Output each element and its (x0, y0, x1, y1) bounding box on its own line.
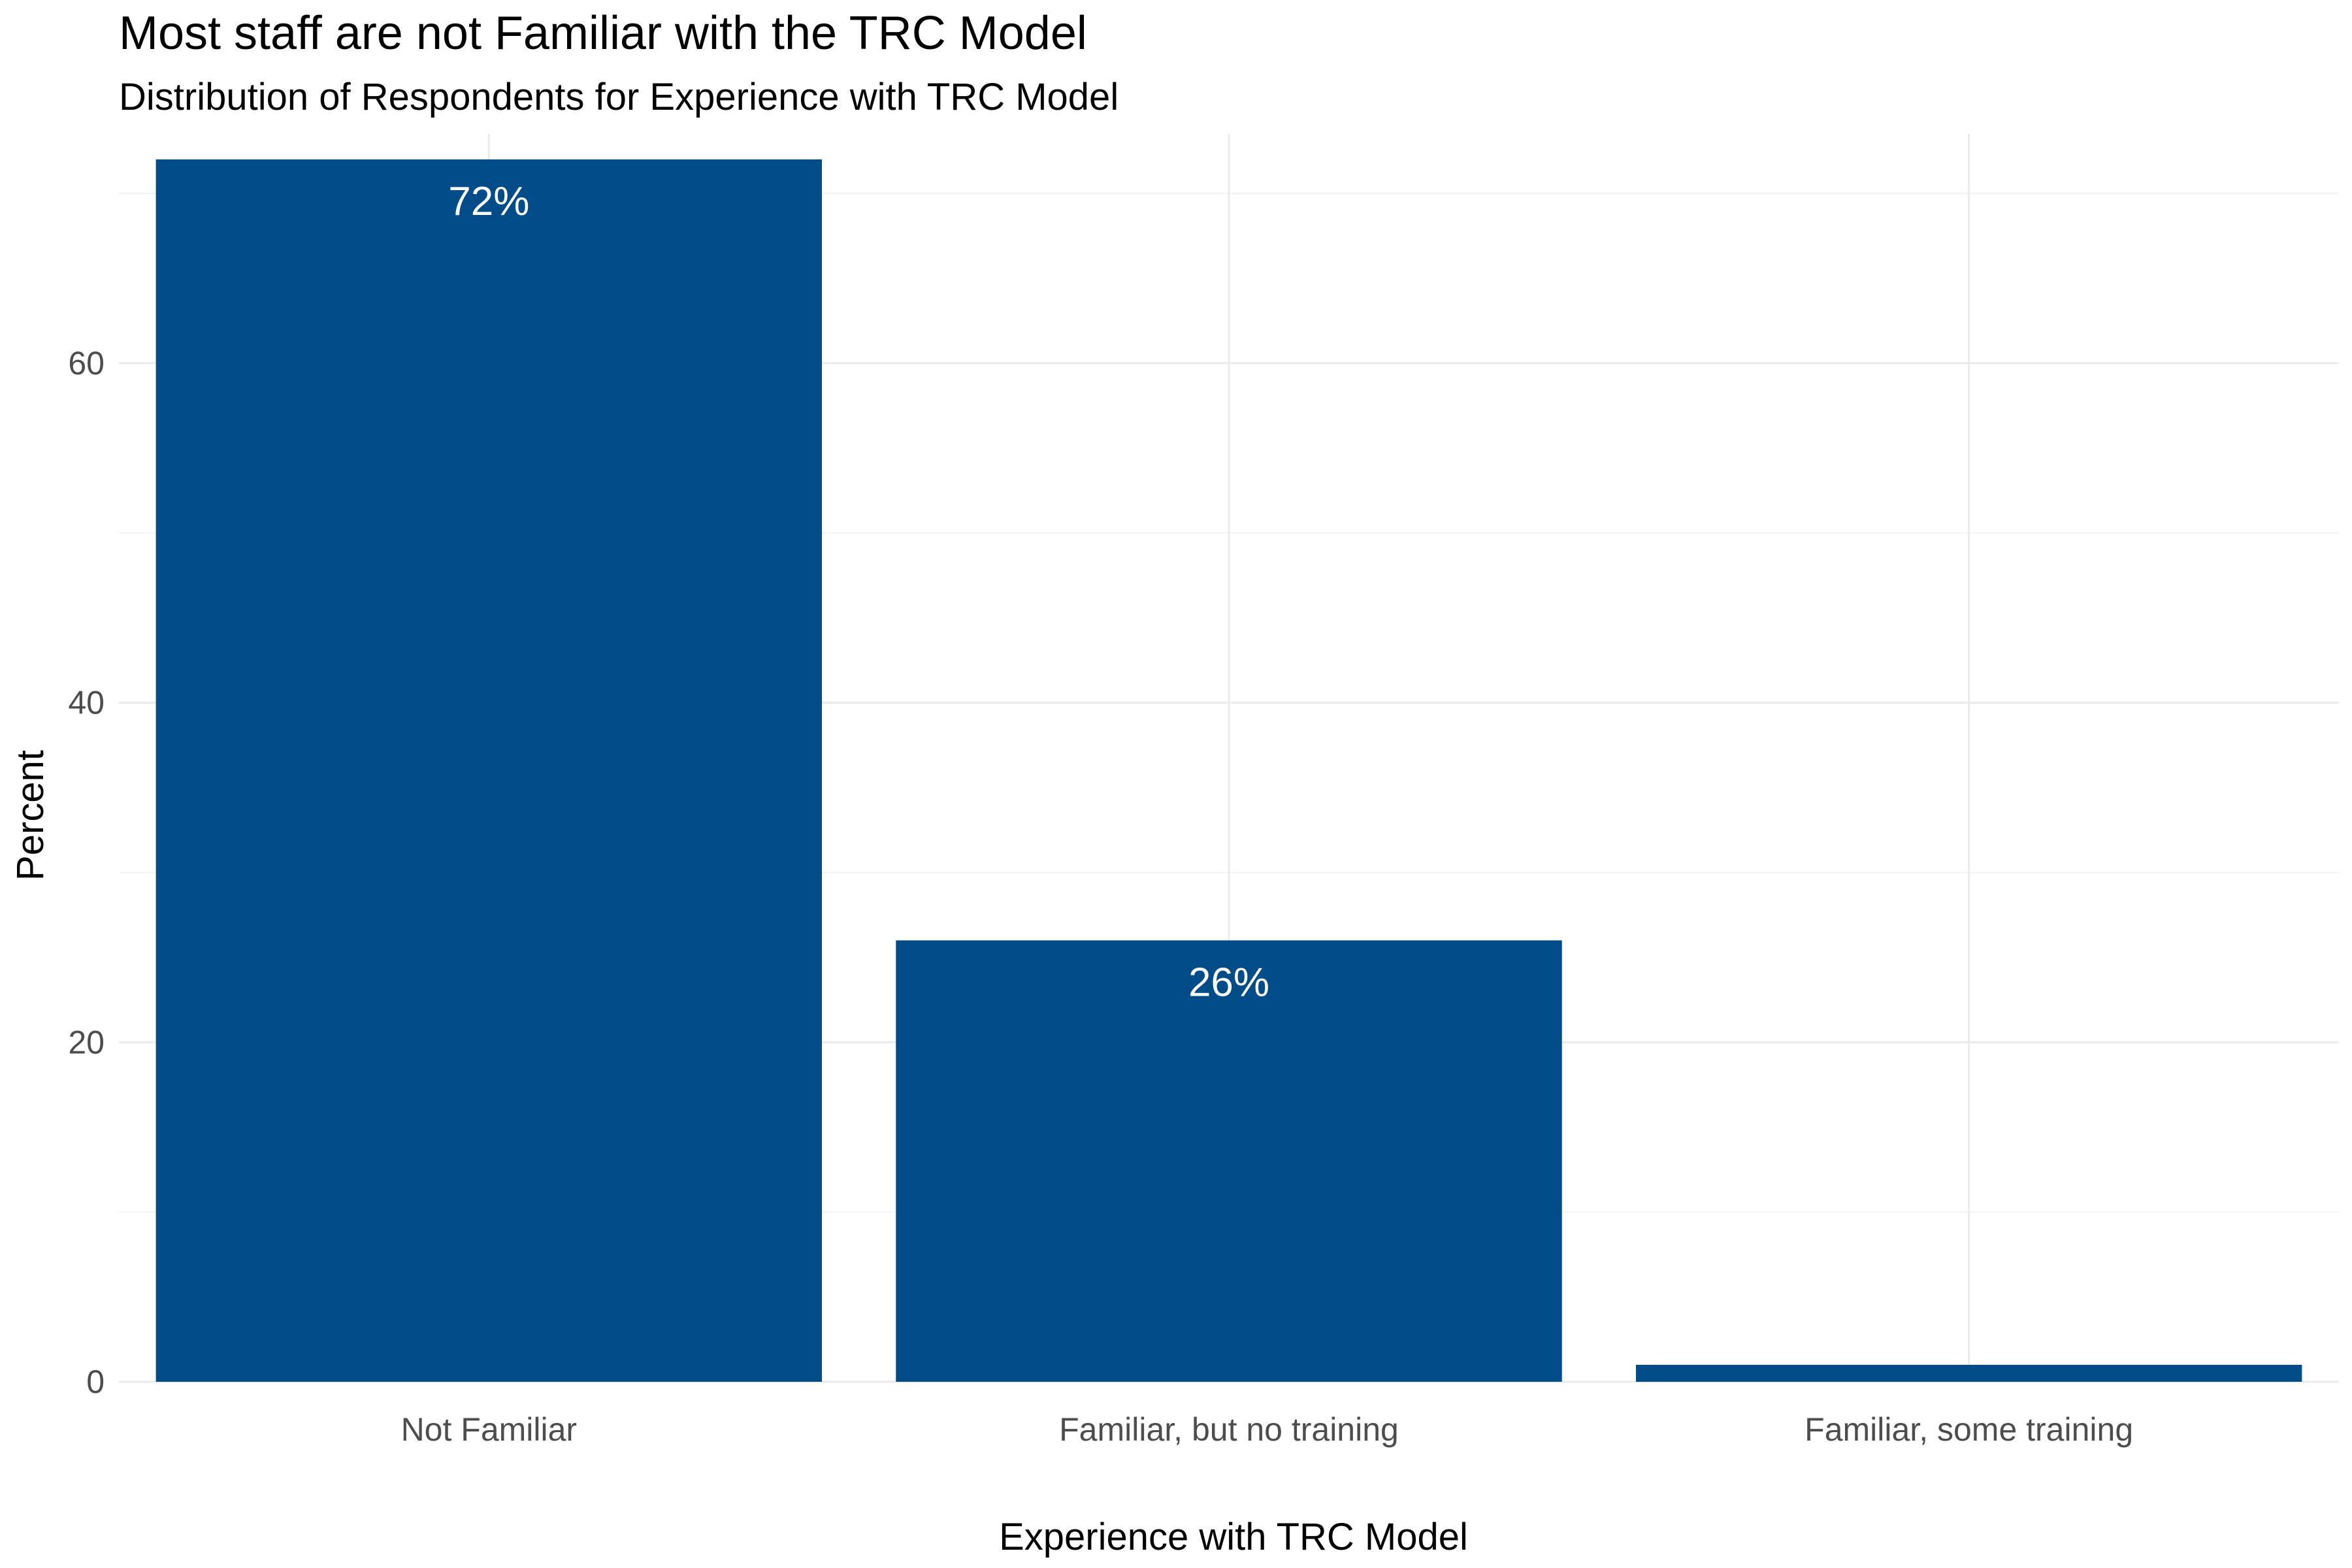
data-labels: 72% 26% (448, 179, 1269, 1005)
bar-value-label: 72% (448, 179, 529, 224)
chart-title: Most staff are not Familiar with the TRC… (119, 7, 1087, 59)
chart-subtitle: Distribution of Respondents for Experien… (119, 76, 1119, 118)
y-axis-title: Percent (9, 750, 52, 881)
y-tick-label: 40 (68, 685, 105, 721)
y-tick-label: 0 (86, 1364, 105, 1400)
x-tick-label: Familiar, some training (1805, 1411, 2133, 1448)
x-tick-label: Familiar, but no training (1059, 1411, 1399, 1448)
y-tick-label: 60 (68, 345, 105, 382)
bar (1635, 1365, 2302, 1382)
y-tick-label: 20 (68, 1024, 105, 1060)
x-axis-ticks: Not Familiar Familiar, but no training Fam… (401, 1411, 2134, 1448)
y-axis-ticks: 0 20 40 60 (68, 345, 105, 1400)
bar (155, 159, 823, 1382)
x-axis-title: Experience with TRC Model (999, 1516, 1468, 1558)
x-tick-label: Not Familiar (401, 1411, 577, 1448)
bar-value-label: 26% (1188, 960, 1269, 1005)
bars (155, 159, 2302, 1382)
bar (896, 940, 1562, 1382)
